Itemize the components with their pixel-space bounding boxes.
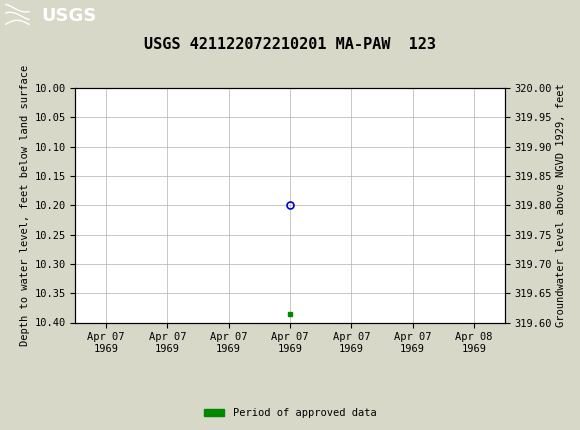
Text: USGS 421122072210201 MA-PAW  123: USGS 421122072210201 MA-PAW 123	[144, 37, 436, 52]
Y-axis label: Depth to water level, feet below land surface: Depth to water level, feet below land su…	[20, 64, 30, 346]
Text: USGS: USGS	[42, 7, 97, 25]
Legend: Period of approved data: Period of approved data	[200, 404, 380, 423]
Y-axis label: Groundwater level above NGVD 1929, feet: Groundwater level above NGVD 1929, feet	[556, 83, 566, 327]
